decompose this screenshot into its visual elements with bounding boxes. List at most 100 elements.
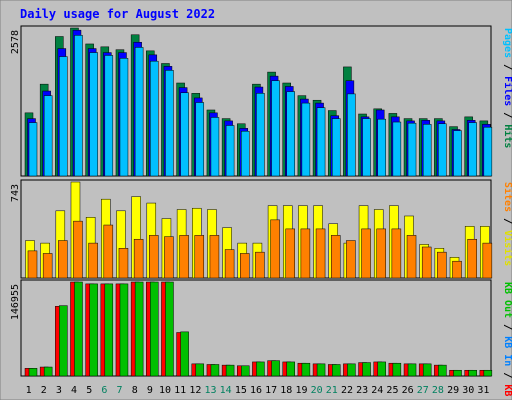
- bot-bar-kb-out-day-16: [256, 361, 265, 377]
- mid-bar-sites-day-10: [164, 236, 174, 279]
- x-tick-label-day-13: 13: [204, 385, 216, 396]
- top-legend-item-0: Pages: [502, 28, 512, 58]
- bot-bar-kb-out-day-6: [104, 283, 114, 377]
- top-bar-pages-day-18: [286, 91, 295, 177]
- top-bar-pages-day-19: [301, 102, 311, 177]
- top-bar-pages-day-7: [119, 58, 129, 177]
- mid-legend-item-0: Sites: [502, 182, 512, 212]
- mid-bar-sites-day-13: [209, 235, 220, 279]
- mid-bar-sites-day-3: [58, 240, 68, 279]
- top-legend: Pages / Files / Hits: [502, 28, 512, 148]
- top-bar-pages-day-29: [453, 130, 462, 177]
- x-tick-label-day-15: 15: [235, 385, 247, 396]
- mid-bar-sites-day-1: [27, 250, 38, 279]
- bot-bar-kb-out-day-1: [28, 368, 38, 377]
- mid-bar-sites-day-19: [300, 228, 311, 279]
- mid-bar-sites-day-15: [240, 253, 250, 279]
- mid-bar-sites-day-28: [437, 251, 447, 279]
- top-bar-pages-day-5: [89, 52, 98, 177]
- x-tick-label-day-2: 2: [41, 385, 47, 396]
- bot-bar-kb-out-day-7: [119, 283, 129, 377]
- mid-bar-sites-day-11: [179, 235, 189, 279]
- bot-bar-kb-out-day-29: [453, 369, 462, 377]
- top-bar-pages-day-11: [180, 92, 189, 177]
- kbytes-panel: 146955 KB Out / KB In / KB F: [10, 279, 512, 400]
- x-tick-label-day-30: 30: [462, 385, 474, 396]
- x-tick-label-day-9: 9: [147, 385, 153, 396]
- top-bar-pages-day-28: [438, 123, 447, 177]
- bot-bar-kb-out-day-10: [165, 281, 174, 377]
- x-tick-label-day-5: 5: [86, 385, 92, 396]
- bot-y-tick-label: 146955: [10, 284, 21, 320]
- mid-bar-sites-day-21: [330, 235, 341, 279]
- top-legend-item-4: Hits: [502, 124, 512, 148]
- top-legend-item-3: /: [502, 106, 512, 124]
- x-tick-label-day-12: 12: [189, 385, 201, 396]
- bot-bar-kb-out-day-3: [59, 305, 68, 377]
- mid-bar-sites-day-14: [224, 249, 235, 279]
- mid-bar-sites-day-9: [149, 235, 159, 279]
- top-bar-pages-day-20: [316, 107, 326, 177]
- top-bar-pages-day-21: [331, 118, 341, 177]
- bot-bar-kb-out-day-9: [150, 281, 159, 377]
- mid-legend-item-1: /: [502, 212, 512, 230]
- x-axis-day-labels: 1 2 3 4 5 6 7 8 9 10 11 12 13 14 15 16 17 18 19 20 21 22 23 24 2…: [26, 385, 490, 396]
- top-legend-item-1: /: [502, 58, 512, 76]
- bot-bar-kb-out-day-12: [195, 363, 205, 377]
- chart-title: Daily usage for August 2022: [20, 7, 215, 21]
- mid-bar-sites-day-5: [88, 242, 98, 279]
- top-bar-pages-day-10: [165, 70, 174, 177]
- top-bar-pages-day-15: [241, 130, 250, 177]
- top-bar-pages-day-16: [256, 93, 265, 177]
- x-tick-label-day-26: 26: [402, 385, 414, 396]
- x-tick-label-day-14: 14: [220, 385, 232, 396]
- top-bar-pages-day-2: [43, 95, 53, 177]
- bot-bar-kb-out-day-15: [241, 365, 250, 377]
- x-tick-label-day-25: 25: [386, 385, 398, 396]
- mid-bar-sites-day-2: [42, 253, 53, 279]
- top-bar-pages-day-4: [74, 35, 83, 177]
- bot-bar-kb-out-day-13: [210, 364, 220, 377]
- top-bar-pages-day-22: [347, 93, 356, 177]
- x-tick-label-day-1: 1: [26, 385, 32, 396]
- mid-bar-sites-day-30: [467, 238, 477, 279]
- x-tick-label-day-3: 3: [56, 385, 62, 396]
- bot-bar-kb-out-day-8: [134, 281, 144, 377]
- top-bar-pages-day-3: [59, 56, 68, 177]
- bot-bar-kb-out-day-25: [392, 362, 402, 377]
- hits-files-pages-panel: 2578 Pages / Files / Hits: [10, 25, 512, 177]
- x-tick-label-day-7: 7: [117, 385, 123, 396]
- top-y-tick-label: 2578: [10, 30, 21, 54]
- mid-bar-sites-day-18: [285, 228, 295, 279]
- bot-bar-kb-out-day-23: [362, 362, 371, 377]
- mid-bar-sites-day-8: [133, 238, 144, 279]
- top-bar-pages-day-31: [483, 126, 493, 177]
- top-bar-pages-day-26: [407, 122, 417, 177]
- top-bar-pages-day-6: [104, 55, 114, 177]
- mid-bar-sites-day-27: [421, 246, 432, 279]
- bot-bar-kb-out-day-4: [74, 281, 83, 377]
- top-bar-pages-day-23: [362, 118, 371, 177]
- mid-bar-sites-day-29: [452, 260, 462, 279]
- x-tick-label-day-31: 31: [477, 385, 489, 396]
- bot-bar-kb-out-day-27: [422, 363, 432, 377]
- x-tick-label-day-19: 19: [295, 385, 307, 396]
- top-legend-item-2: Files: [502, 76, 512, 106]
- bot-bar-kb-out-day-17: [271, 360, 280, 377]
- top-bar-pages-day-24: [377, 118, 386, 177]
- mid-bar-sites-day-7: [118, 248, 129, 279]
- bot-bar-kb-out-day-30: [468, 369, 477, 377]
- top-bar-pages-day-8: [134, 47, 144, 177]
- top-bar-pages-day-9: [150, 60, 159, 177]
- bot-legend-item-2: KB In: [502, 336, 512, 366]
- x-tick-label-day-6: 6: [101, 385, 107, 396]
- mid-bar-sites-day-4: [73, 220, 83, 279]
- x-tick-label-day-4: 4: [71, 385, 77, 396]
- bot-bar-kb-out-day-24: [377, 361, 386, 377]
- bot-bar-kb-out-day-11: [180, 331, 189, 377]
- bot-legend-item-4: KB F: [502, 384, 512, 400]
- mid-bar-sites-day-6: [103, 224, 114, 279]
- mid-y-tick-label: 743: [10, 184, 21, 202]
- bot-bar-kb-out-day-5: [89, 283, 98, 377]
